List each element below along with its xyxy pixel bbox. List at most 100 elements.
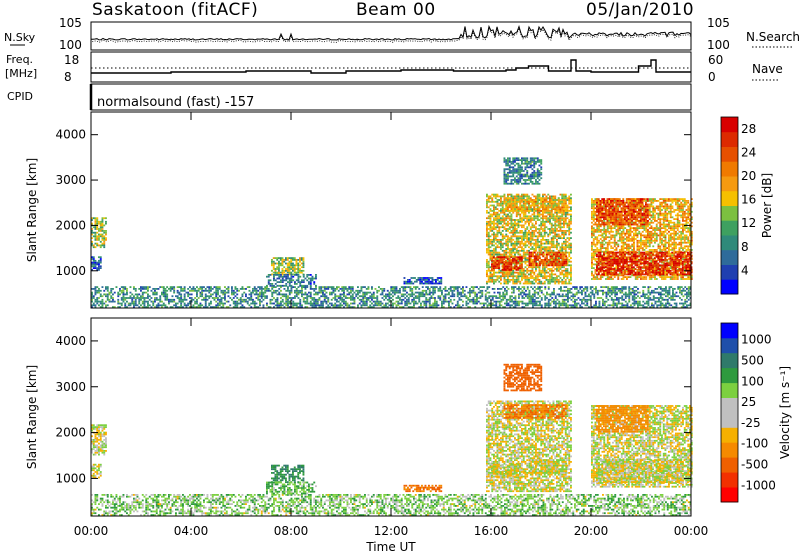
- power-cell: [532, 232, 534, 234]
- power-cell: [568, 254, 570, 256]
- power-cell: [517, 258, 519, 260]
- power-cell: [505, 272, 507, 274]
- power-cell: [392, 286, 394, 288]
- power-cell: [686, 301, 688, 303]
- power-cell: [102, 243, 104, 245]
- power-cell: [516, 232, 518, 234]
- power-cell: [567, 217, 569, 219]
- power-cell: [152, 301, 154, 303]
- power-cell: [361, 304, 363, 306]
- power-cell: [669, 303, 671, 305]
- power-cell: [613, 292, 615, 294]
- power-cell: [308, 274, 310, 276]
- power-cell: [500, 246, 502, 248]
- power-cell: [271, 303, 273, 305]
- power-cell: [511, 250, 513, 252]
- power-cell: [549, 219, 551, 221]
- power-cell: [544, 257, 546, 259]
- power-cell: [184, 294, 186, 296]
- power-cell: [540, 172, 542, 174]
- power-cell: [401, 295, 403, 297]
- power-cell: [297, 263, 299, 265]
- power-cell: [306, 294, 308, 296]
- power-cell: [439, 290, 441, 292]
- power-cell: [474, 299, 476, 301]
- power-cell: [563, 223, 565, 225]
- power-cell: [315, 294, 317, 296]
- power-cell: [424, 303, 426, 305]
- power-cell: [525, 174, 527, 176]
- power-cell: [180, 301, 182, 303]
- power-cell: [361, 295, 363, 297]
- power-cell: [523, 274, 525, 276]
- power-cell: [542, 197, 544, 199]
- power-cell: [502, 299, 504, 301]
- power-cell: [493, 210, 495, 212]
- power-cell: [273, 268, 275, 270]
- power-cell: [495, 254, 497, 256]
- power-cell: [507, 165, 509, 167]
- power-cell: [505, 262, 507, 264]
- power-cell: [98, 269, 100, 271]
- power-cell: [532, 304, 534, 306]
- power-cell: [530, 215, 532, 217]
- power-cell: [561, 219, 563, 221]
- power-cell: [554, 217, 556, 219]
- power-cell: [542, 268, 544, 270]
- power-cell: [443, 297, 445, 299]
- power-cell: [528, 274, 530, 276]
- power-cell: [547, 212, 549, 214]
- power-cell: [208, 292, 210, 294]
- power-cell: [399, 290, 401, 292]
- power-cell: [417, 292, 419, 294]
- power-cell: [95, 226, 97, 228]
- power-cell: [500, 283, 502, 285]
- power-cell: [131, 297, 133, 299]
- power-cell: [502, 260, 504, 262]
- power-cell: [512, 258, 514, 260]
- power-cell: [547, 235, 549, 237]
- power-cell: [660, 288, 662, 290]
- power-cell: [510, 256, 512, 258]
- power-cell: [208, 297, 210, 299]
- power-cell: [404, 283, 406, 285]
- power-cell: [95, 234, 97, 236]
- power-cell: [403, 290, 405, 292]
- power-cell: [505, 254, 507, 256]
- power-cell: [616, 299, 618, 301]
- power-cell: [448, 297, 450, 299]
- power-cell: [495, 197, 497, 199]
- power-cell: [563, 246, 565, 248]
- power-cell: [544, 226, 546, 228]
- power-cell: [487, 301, 489, 303]
- power-cell: [508, 304, 510, 306]
- power-cell: [548, 263, 550, 265]
- power-cell: [547, 194, 549, 196]
- power-cell: [521, 212, 523, 214]
- power-cell: [518, 179, 520, 181]
- power-cell: [357, 290, 359, 292]
- power-cell: [530, 217, 532, 219]
- power-cell: [201, 292, 203, 294]
- power-cell: [425, 277, 427, 279]
- power-cell: [163, 303, 165, 305]
- power-cell: [123, 290, 125, 292]
- cpid-text: normalsound (fast) -157: [97, 95, 254, 110]
- power-cell: [562, 304, 564, 306]
- power-cell: [537, 243, 539, 245]
- power-cell: [462, 301, 464, 303]
- power-cell: [518, 219, 520, 221]
- power-cell: [491, 226, 493, 228]
- power-cell: [646, 294, 648, 296]
- power-cell: [551, 245, 553, 247]
- power-cell: [306, 297, 308, 299]
- power-cell: [525, 255, 527, 257]
- power-cell: [502, 272, 504, 274]
- power-cell: [283, 261, 285, 263]
- power-cell: [416, 281, 418, 283]
- power-cell: [614, 299, 616, 301]
- power-cell: [289, 301, 291, 303]
- power-cell: [490, 215, 492, 217]
- power-cell: [294, 303, 296, 305]
- power-cell: [562, 294, 564, 296]
